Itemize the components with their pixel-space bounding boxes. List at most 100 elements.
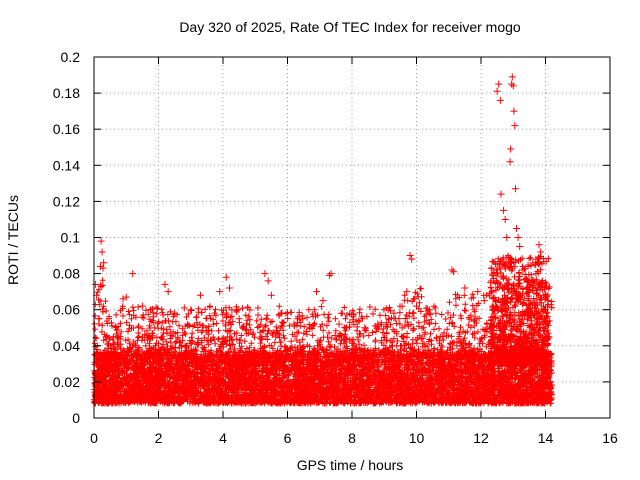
roti-point bbox=[98, 248, 106, 256]
x-axis-label: GPS time / hours bbox=[297, 457, 404, 473]
roti-point bbox=[507, 145, 515, 153]
x-tick-label: 6 bbox=[284, 430, 292, 446]
x-tick-label: 16 bbox=[602, 430, 618, 446]
roti-point bbox=[480, 297, 488, 305]
roti-point bbox=[187, 306, 195, 314]
roti-point bbox=[216, 288, 224, 296]
roti-point bbox=[95, 315, 103, 323]
y-tick-label: 0.1 bbox=[61, 230, 81, 246]
roti-point bbox=[264, 277, 272, 285]
roti-point bbox=[500, 206, 508, 214]
x-tick-label: 0 bbox=[90, 430, 98, 446]
roti-point bbox=[543, 320, 551, 328]
roti-point-cloud bbox=[91, 252, 555, 407]
roti-point bbox=[171, 309, 179, 317]
roti-point bbox=[335, 320, 343, 328]
roti-point bbox=[504, 253, 512, 261]
chart-title: Day 320 of 2025, Rate Of TEC Index for r… bbox=[179, 19, 521, 35]
y-axis-label: ROTI / TECUs bbox=[5, 195, 21, 285]
y-tick-label: 0.14 bbox=[53, 157, 80, 173]
roti-point bbox=[512, 185, 520, 193]
roti-point bbox=[506, 158, 514, 166]
roti-point bbox=[432, 309, 440, 317]
y-tick-label: 0.2 bbox=[61, 49, 81, 65]
roti-point bbox=[448, 266, 456, 274]
roti-point bbox=[516, 243, 524, 251]
y-tick-label: 0.16 bbox=[53, 121, 80, 137]
roti-point bbox=[361, 324, 369, 332]
y-tick-label: 0.08 bbox=[53, 266, 80, 282]
roti-point bbox=[535, 241, 543, 249]
roti-point bbox=[408, 255, 416, 263]
roti-point bbox=[425, 306, 433, 314]
x-tick-label: 10 bbox=[409, 430, 425, 446]
roti-point bbox=[313, 288, 321, 296]
roti-point bbox=[508, 73, 516, 81]
roti-point bbox=[196, 291, 204, 299]
roti-point bbox=[235, 315, 243, 323]
roti-point bbox=[508, 80, 516, 88]
roti-point bbox=[542, 306, 549, 314]
roti-point bbox=[222, 273, 230, 281]
roti-point bbox=[99, 264, 107, 272]
roti-point bbox=[92, 280, 100, 288]
roti-point bbox=[537, 248, 545, 256]
roti-point bbox=[496, 96, 504, 104]
y-tick-label: 0.04 bbox=[53, 338, 80, 354]
roti-point bbox=[493, 87, 501, 95]
roti-point bbox=[532, 255, 540, 263]
y-tick-label: 0.02 bbox=[53, 374, 80, 390]
roti-point bbox=[461, 284, 469, 292]
x-tick-label: 4 bbox=[219, 430, 227, 446]
roti-point bbox=[497, 190, 505, 198]
roti-point bbox=[495, 80, 503, 88]
roti-point bbox=[100, 259, 108, 267]
roti-point bbox=[97, 237, 105, 245]
y-tick-label: 0 bbox=[72, 410, 80, 426]
y-tick-label: 0.18 bbox=[53, 85, 80, 101]
roti-point bbox=[403, 288, 411, 296]
roti-point bbox=[138, 302, 146, 310]
y-tick-label: 0.06 bbox=[53, 302, 80, 318]
roti-point bbox=[509, 82, 517, 90]
roti-point bbox=[119, 295, 127, 303]
roti-point bbox=[390, 309, 398, 317]
roti-point bbox=[325, 271, 333, 279]
x-tick-label: 8 bbox=[348, 430, 356, 446]
roti-point bbox=[319, 297, 327, 305]
roti-point bbox=[525, 277, 533, 285]
roti-point bbox=[277, 309, 285, 317]
x-tick-label: 12 bbox=[473, 430, 489, 446]
roti-point bbox=[374, 320, 382, 328]
y-tick-label: 0.12 bbox=[53, 193, 80, 209]
data-points bbox=[91, 73, 555, 407]
roti-point bbox=[164, 288, 172, 296]
roti-point bbox=[129, 270, 137, 278]
roti-point bbox=[487, 279, 495, 287]
roti-point bbox=[122, 293, 130, 301]
roti-point bbox=[261, 270, 269, 278]
roti-point bbox=[503, 234, 511, 241]
roti-point bbox=[511, 122, 519, 130]
roti-point bbox=[267, 291, 275, 299]
roti-point bbox=[225, 284, 233, 292]
roti-point bbox=[501, 215, 509, 223]
x-tick-label: 2 bbox=[155, 430, 163, 446]
roti-point bbox=[519, 266, 527, 274]
roti-point bbox=[180, 304, 188, 312]
roti-point bbox=[450, 268, 458, 276]
roti-point bbox=[545, 333, 553, 341]
axis-ticks: 0 2 4 6 8 10 12 14 16 0 0.02 0.04 0.06 0.08 0.1 0.12 0.1… bbox=[53, 49, 618, 446]
roti-point bbox=[474, 288, 482, 296]
roti-point bbox=[514, 234, 522, 241]
roti-point bbox=[512, 224, 520, 232]
roti-point bbox=[510, 107, 518, 115]
roti-point bbox=[161, 280, 169, 288]
grid-lines bbox=[94, 57, 610, 418]
roti-point bbox=[406, 252, 414, 260]
x-tick-label: 14 bbox=[538, 430, 554, 446]
roti-point bbox=[327, 270, 335, 278]
roti-point bbox=[413, 302, 420, 310]
